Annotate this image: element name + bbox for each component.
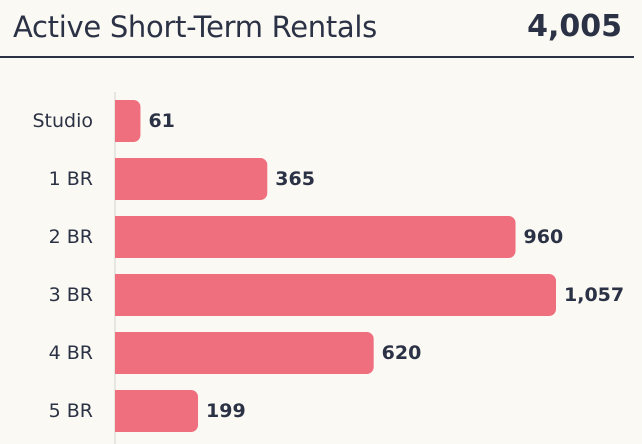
total-count: 4,005	[527, 9, 622, 44]
value-label-3-br: 1,057	[564, 284, 624, 306]
bar-3-br	[115, 274, 556, 316]
category-label-studio: Studio	[32, 110, 93, 132]
value-label-2-br: 960	[524, 226, 564, 248]
chart-header: Active Short-Term Rentals 4,005	[0, 0, 634, 58]
category-label-1-br: 1 BR	[49, 168, 93, 190]
bar-1-br	[115, 158, 268, 200]
category-label-4-br: 4 BR	[49, 342, 93, 364]
category-label-2-br: 2 BR	[49, 226, 93, 248]
chart-title: Active Short-Term Rentals	[13, 10, 377, 44]
value-label-studio: 61	[148, 110, 174, 132]
value-label-5-br: 199	[206, 400, 246, 422]
value-label-4-br: 620	[382, 342, 422, 364]
bar-4-br	[115, 332, 374, 374]
bar-5-br	[115, 390, 199, 432]
category-label-3-br: 3 BR	[49, 284, 93, 306]
bars-group: Studio 61 1 BR 365 2 BR 960 3 BR 1,057 4 BR 620 5 …	[32, 100, 624, 432]
bar-2-br	[115, 216, 516, 258]
category-label-5-br: 5 BR	[49, 400, 93, 422]
value-label-1-br: 365	[275, 168, 315, 190]
bar-studio	[115, 100, 141, 142]
